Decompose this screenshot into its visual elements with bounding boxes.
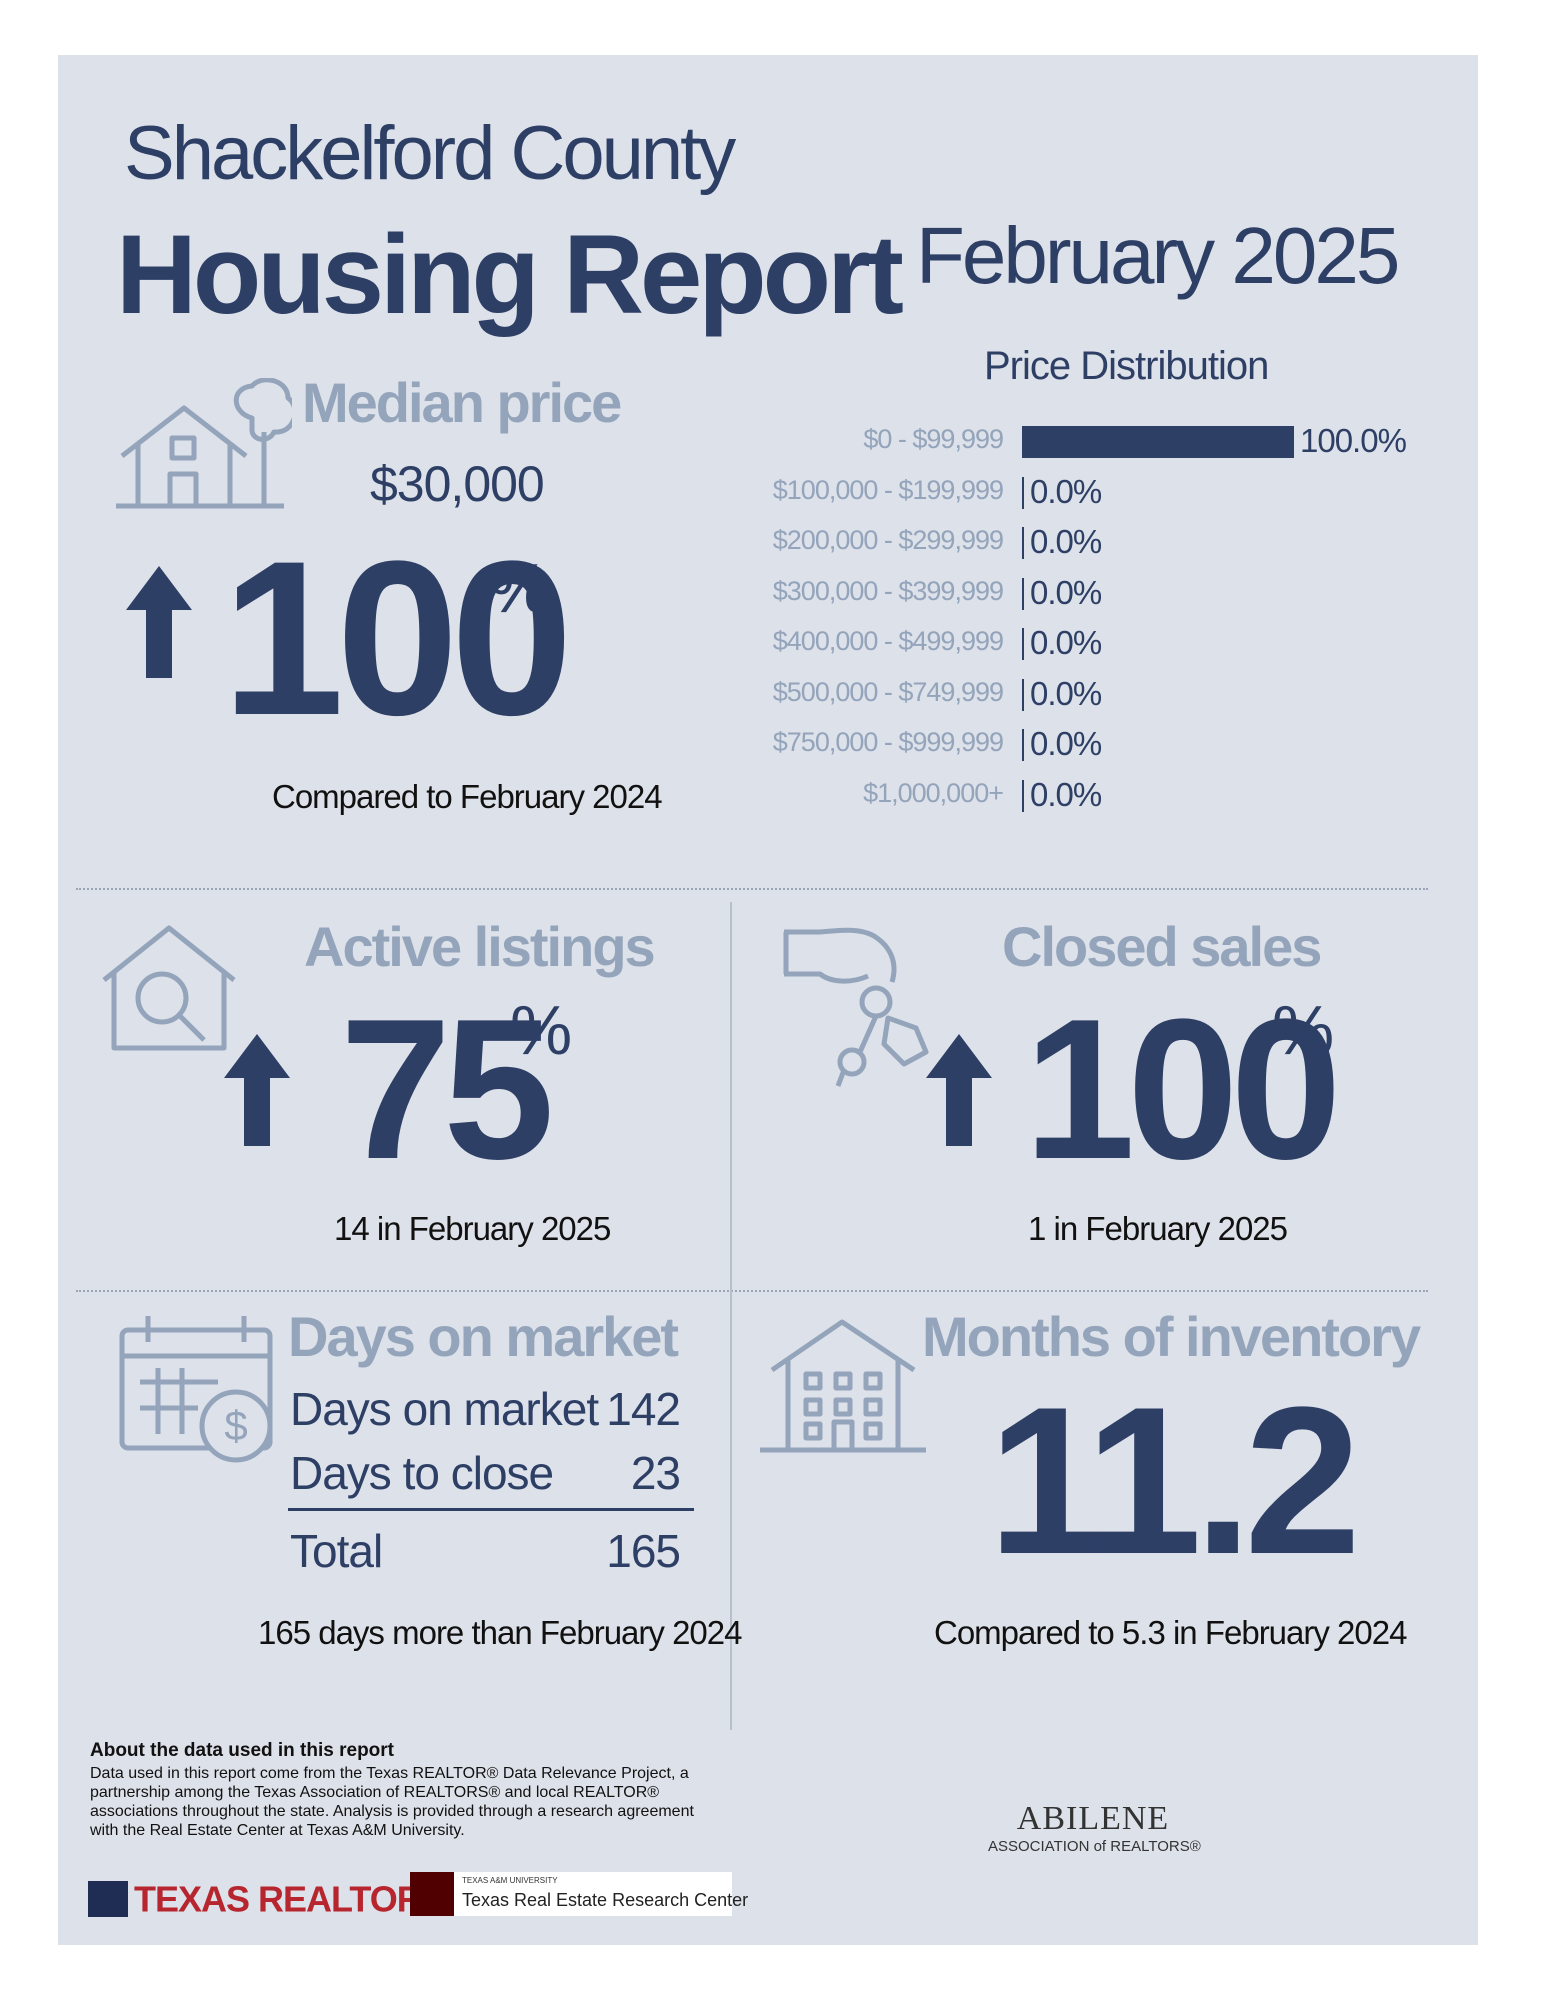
- about-heading: About the data used in this report: [90, 1740, 395, 1761]
- report-card: [58, 55, 1478, 1945]
- price-bar-value: 0.0%: [1030, 472, 1102, 510]
- dom-row-value: 142: [606, 1383, 681, 1435]
- price-row-label: $300,000 - $399,999: [772, 575, 1004, 606]
- abilene-name: ABILENE: [1016, 1800, 1170, 1837]
- apartment-building-icon: [760, 1319, 926, 1453]
- dom-row-value: 23: [630, 1447, 681, 1499]
- price-row: $400,000 - $499,999 0.0%: [700, 622, 1460, 662]
- active-listings-caption: 14 in February 2025: [334, 1210, 611, 1247]
- closed-sales-heading: Closed sales: [1002, 915, 1322, 978]
- abilene-sub: ASSOCIATION of REALTORS®: [988, 1838, 1201, 1855]
- price-row-label: $200,000 - $299,999: [772, 525, 1004, 555]
- tamu-mark-icon: [410, 1872, 454, 1916]
- dom-total-rule: [288, 1508, 694, 1511]
- median-price-change: 100: [222, 515, 573, 761]
- active-listings-pct: %: [510, 991, 573, 1069]
- price-bar: [1022, 729, 1024, 761]
- median-price-value: $30,000: [370, 456, 545, 512]
- dom-total-value: 165: [606, 1525, 681, 1577]
- price-row-label: $0 - $99,999: [863, 424, 1004, 454]
- texas-realtors-text: TEXAS REALTORS: [134, 1878, 446, 1920]
- median-price-caption: Compared to February 2024: [272, 778, 663, 815]
- price-row: $100,000 - $199,999 0.0%: [700, 471, 1460, 511]
- divider-vertical: [730, 902, 732, 1730]
- active-listings-heading: Active listings: [304, 915, 656, 978]
- arrow-up-icon: [926, 1034, 992, 1146]
- texas-realtors-logo: TEXAS REALTORS: [88, 1876, 446, 1920]
- months-inventory-value: 11.2: [988, 1363, 1361, 1598]
- price-row: $1,000,000+ 0.0%: [700, 774, 1460, 814]
- price-bar: [1022, 426, 1294, 458]
- about-text: Data used in this report come from the T…: [90, 1765, 694, 1839]
- county-title: Shackelford County: [124, 111, 736, 196]
- price-bar: [1022, 678, 1024, 711]
- closed-sales-caption: 1 in February 2025: [1028, 1210, 1288, 1247]
- closed-sales-change: 100: [1024, 978, 1342, 1201]
- report-month: February 2025: [916, 211, 1400, 300]
- price-bar: [1022, 527, 1024, 559]
- days-on-market-heading: Days on market: [288, 1305, 679, 1368]
- months-inventory-caption: Compared to 5.3 in February 2024: [934, 1614, 1407, 1651]
- price-row-label: $400,000 - $499,999: [772, 626, 1004, 656]
- divider-2: [76, 1290, 1428, 1292]
- price-bar-value: 100.0%: [1300, 422, 1407, 459]
- price-row: $300,000 - $399,999 0.0%: [700, 572, 1460, 612]
- price-row: $500,000 - $749,999 0.0%: [700, 673, 1460, 713]
- price-row-label: $500,000 - $749,999: [772, 676, 1004, 707]
- arrow-up-icon: [224, 1034, 290, 1146]
- price-row-label: $750,000 - $999,999: [772, 727, 1004, 757]
- house-tree-icon: [116, 378, 292, 509]
- dom-row-days-to-close: Days to close 23: [290, 1446, 681, 1500]
- price-row: $0 - $99,999 100.0%: [700, 420, 1460, 460]
- price-bar-value: 0.0%: [1030, 674, 1102, 712]
- months-inventory-heading: Months of inventory: [922, 1305, 1421, 1368]
- svg-text:$: $: [224, 1402, 247, 1449]
- tamu-logo: TEXAS A&M UNIVERSITY Texas Real Estate R…: [410, 1872, 748, 1916]
- price-bar-value: 0.0%: [1030, 775, 1102, 813]
- dom-row-label: Days on market: [290, 1383, 599, 1435]
- price-bar: [1022, 476, 1024, 509]
- price-distribution-title: Price Distribution: [984, 344, 1269, 388]
- price-row: $750,000 - $999,999 0.0%: [700, 723, 1460, 763]
- active-listings-change: 75: [340, 978, 554, 1201]
- dom-total-label: Total: [290, 1525, 383, 1577]
- report-title: Housing Report: [116, 212, 904, 337]
- divider-1: [76, 888, 1428, 890]
- closed-sales-pct: %: [1272, 991, 1335, 1069]
- abilene-logo: ABILENE ASSOCIATION of REALTORS®: [988, 1800, 1201, 1855]
- price-bar-value: 0.0%: [1030, 523, 1102, 560]
- tamu-small-text: TEXAS A&M UNIVERSITY: [462, 1876, 558, 1885]
- tr-mark-icon: [88, 1881, 128, 1918]
- tamu-name-text: Texas Real Estate Research Center: [462, 1890, 749, 1910]
- price-row: $200,000 - $299,999 0.0%: [700, 521, 1460, 561]
- dom-row-days-on-market: Days on market 142: [290, 1382, 681, 1436]
- price-bar: [1022, 779, 1024, 812]
- dom-row-label: Days to close: [290, 1447, 554, 1499]
- price-row-label: $1,000,000+: [863, 777, 1004, 808]
- price-row-label: $100,000 - $199,999: [772, 474, 1004, 505]
- price-bar-value: 0.0%: [1030, 573, 1102, 611]
- price-bar-value: 0.0%: [1030, 725, 1102, 762]
- calendar-dollar-icon: $: [119, 1316, 273, 1463]
- price-bar: [1022, 577, 1024, 610]
- house-search-icon: [102, 925, 236, 1051]
- median-price-pct: %: [488, 549, 551, 627]
- arrow-up-icon: [126, 566, 192, 678]
- days-on-market-caption: 165 days more than February 2024: [258, 1614, 742, 1651]
- median-price-heading: Median price: [302, 371, 622, 434]
- hand-keys-icon: [783, 927, 929, 1087]
- price-bar: [1022, 628, 1024, 660]
- price-bar-value: 0.0%: [1030, 624, 1102, 661]
- dom-row-total: Total 165: [290, 1524, 681, 1578]
